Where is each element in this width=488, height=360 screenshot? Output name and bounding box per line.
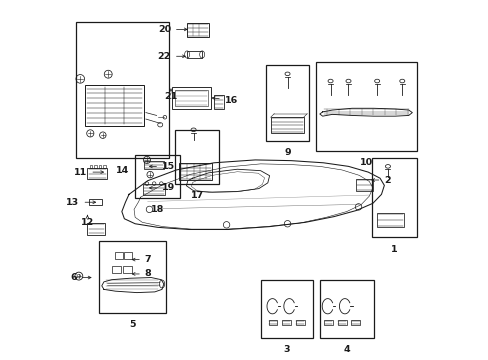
Bar — [135, 155, 180, 198]
Text: 21: 21 — [164, 89, 177, 101]
Bar — [265, 65, 308, 140]
Text: 6: 6 — [70, 273, 91, 282]
Bar — [319, 280, 373, 338]
Bar — [270, 117, 303, 134]
Bar — [76, 22, 169, 158]
Bar — [89, 165, 92, 168]
Bar — [376, 213, 403, 227]
Text: 10: 10 — [359, 158, 372, 167]
Bar — [144, 161, 163, 169]
Bar — [103, 165, 105, 168]
Bar — [187, 51, 202, 58]
Text: 1: 1 — [390, 245, 397, 254]
Text: 3: 3 — [283, 345, 289, 354]
Text: 18: 18 — [151, 205, 164, 214]
Text: 13: 13 — [66, 198, 96, 207]
Text: 17: 17 — [190, 191, 203, 200]
Bar — [268, 320, 277, 325]
Bar — [337, 320, 346, 325]
Bar — [87, 223, 104, 234]
Text: 8: 8 — [132, 269, 151, 278]
Bar — [351, 320, 360, 325]
Bar — [371, 158, 416, 237]
Text: 5: 5 — [129, 320, 136, 329]
Text: 22: 22 — [158, 52, 185, 61]
Bar — [99, 241, 165, 313]
Bar — [324, 320, 332, 325]
Bar — [143, 184, 164, 195]
Bar — [85, 85, 144, 126]
Bar — [94, 165, 97, 168]
Bar — [123, 266, 132, 273]
Bar — [179, 163, 212, 180]
Text: 11: 11 — [74, 168, 103, 177]
Bar — [260, 280, 312, 338]
Text: 7: 7 — [132, 255, 151, 264]
Bar — [214, 95, 224, 109]
Text: 12: 12 — [81, 215, 94, 227]
Text: 15: 15 — [149, 162, 175, 171]
Text: 16: 16 — [212, 96, 238, 105]
Bar — [88, 199, 102, 205]
Bar — [112, 266, 121, 273]
Bar — [99, 165, 101, 168]
Bar — [172, 87, 210, 109]
Bar — [87, 168, 107, 179]
Bar — [295, 320, 304, 325]
Text: 4: 4 — [343, 345, 349, 354]
Bar — [282, 320, 290, 325]
Text: 19: 19 — [149, 183, 175, 192]
Text: 14: 14 — [116, 166, 129, 175]
Bar — [187, 23, 209, 37]
Bar — [124, 252, 132, 259]
Text: 2: 2 — [371, 176, 390, 185]
Bar — [355, 179, 372, 192]
Bar — [174, 130, 219, 184]
Bar — [174, 90, 208, 107]
Text: 9: 9 — [284, 148, 290, 157]
Bar — [316, 62, 416, 151]
Text: 20: 20 — [158, 25, 187, 34]
Bar — [115, 252, 122, 259]
